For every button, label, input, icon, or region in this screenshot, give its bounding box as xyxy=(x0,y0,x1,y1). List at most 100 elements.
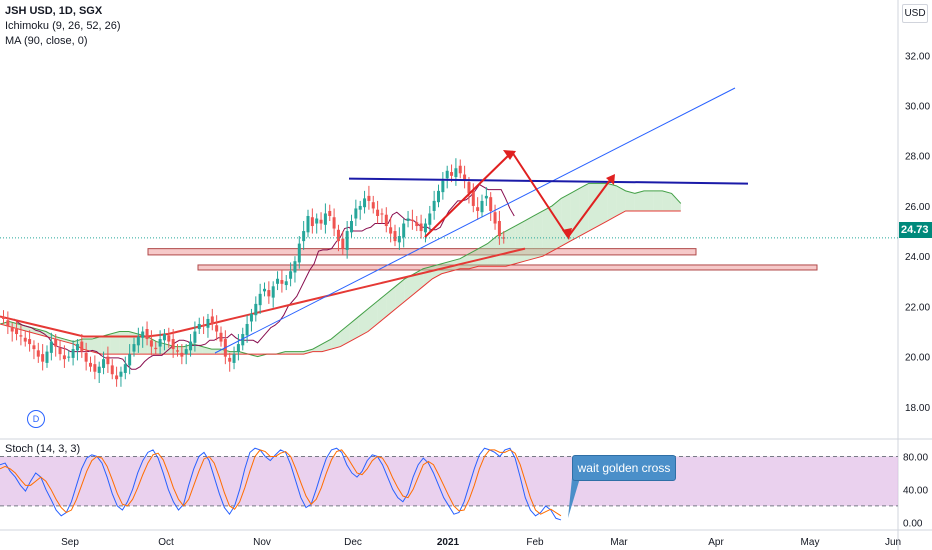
candle-body xyxy=(184,349,188,355)
candle-body xyxy=(380,213,384,215)
candle-body xyxy=(341,238,345,249)
ichimoku-cloud-segment xyxy=(644,190,654,211)
stoch-legend[interactable]: Stoch (14, 3, 3) xyxy=(5,443,81,455)
candle-body xyxy=(219,332,223,342)
candle-body xyxy=(110,365,114,375)
ichimoku-cloud-segment xyxy=(331,331,341,350)
ichimoku-cloud-segment xyxy=(662,190,672,211)
candle-body xyxy=(284,281,288,286)
ichimoku-span-b xyxy=(0,210,681,355)
candle-body xyxy=(458,165,462,174)
candle-body xyxy=(193,331,197,343)
support-zone xyxy=(147,248,697,256)
stoch-tick-label: 0.00 xyxy=(903,518,923,529)
candle-body xyxy=(445,170,449,179)
ichimoku-cloud-segment xyxy=(110,331,120,355)
candle-body xyxy=(384,214,388,227)
candle-body xyxy=(432,200,436,211)
ma-legend[interactable]: MA (90, close, 0) xyxy=(5,35,88,47)
candle-body xyxy=(393,231,397,242)
support-zone xyxy=(197,264,818,271)
time-tick-label: Feb xyxy=(526,537,544,548)
ichimoku-cloud-segment xyxy=(533,210,543,259)
ichimoku-cloud-segment xyxy=(82,339,92,352)
ichimoku-cloud-segment xyxy=(303,349,313,355)
candle-body xyxy=(2,316,5,319)
ichimoku-cloud-segment xyxy=(671,193,681,211)
candle-body xyxy=(371,202,375,209)
candle-body xyxy=(463,174,467,181)
ichimoku-legend[interactable]: Ichimoku (9, 26, 52, 26) xyxy=(5,20,121,32)
candle-body xyxy=(15,329,19,335)
candle-body xyxy=(154,347,158,350)
candle-body xyxy=(471,190,475,206)
price-tick-label: 28.00 xyxy=(905,152,930,163)
candle-body xyxy=(149,340,153,347)
forecast-path xyxy=(424,150,614,239)
candle-body xyxy=(123,364,127,373)
candle-body xyxy=(263,288,266,292)
ichimoku-cloud-segment xyxy=(607,183,617,222)
candle-body xyxy=(323,213,327,225)
time-tick-label: Mar xyxy=(610,537,628,548)
candle-body xyxy=(245,323,249,336)
ichimoku-cloud-segment xyxy=(230,351,240,355)
ichimoku-cloud-segment xyxy=(625,190,635,211)
symbol-title[interactable]: JSH USD, 1D, SGX xyxy=(5,5,103,17)
candle-body xyxy=(162,334,166,341)
candle-body xyxy=(80,341,84,352)
candle-body xyxy=(49,341,53,353)
currency-button[interactable]: USD xyxy=(902,4,928,23)
candle-body xyxy=(32,345,36,350)
candle-body xyxy=(54,339,58,347)
ichimoku-cloud-segment xyxy=(487,236,497,267)
candle-body xyxy=(502,237,506,239)
candle-body xyxy=(89,362,92,367)
ichimoku-cloud-segment xyxy=(340,323,350,347)
price-tick-label: 20.00 xyxy=(905,353,930,364)
candle-body xyxy=(454,168,458,178)
candle-body xyxy=(297,243,301,263)
price-tick-label: 26.00 xyxy=(905,202,930,213)
candle-body xyxy=(423,223,427,233)
price-tick-label: 32.00 xyxy=(905,51,930,62)
ichimoku-cloud-segment xyxy=(119,331,129,355)
ichimoku-cloud-segment xyxy=(478,243,488,267)
candle-body xyxy=(132,344,136,352)
ichimoku-cloud-segment xyxy=(496,231,506,267)
candle-body xyxy=(276,278,280,284)
ichimoku-cloud-segment xyxy=(395,278,405,309)
ichimoku-cloud-segment xyxy=(542,205,552,257)
candle-body xyxy=(180,352,184,357)
ichimoku-cloud-segment xyxy=(55,336,65,342)
candle-body xyxy=(467,182,471,194)
ichimoku-cloud-segment xyxy=(404,273,414,302)
dividend-event-badge[interactable]: D xyxy=(27,410,45,428)
candle-body xyxy=(36,350,40,357)
callout-pointer xyxy=(568,478,580,518)
candle-body xyxy=(145,329,149,340)
candle-body xyxy=(350,221,353,233)
annotation-callout[interactable]: wait golden cross xyxy=(572,455,676,481)
ichimoku-cloud-segment xyxy=(27,326,37,335)
candle-body xyxy=(106,356,110,365)
ichimoku-cloud-segment xyxy=(469,248,479,269)
candle-body xyxy=(415,222,419,227)
stoch-d-line xyxy=(0,449,562,517)
candle-body xyxy=(241,334,245,346)
candle-body xyxy=(437,190,440,203)
candle-body xyxy=(476,207,480,211)
candle-body xyxy=(249,313,253,322)
candle-body xyxy=(289,271,293,279)
last-price-tag: 24.73 xyxy=(899,222,932,238)
candle-body xyxy=(115,375,119,380)
ichimoku-cloud-segment xyxy=(294,351,304,355)
stoch-tick-label: 80.00 xyxy=(903,452,928,463)
ichimoku-cloud-segment xyxy=(92,336,102,355)
candle-body xyxy=(176,350,179,352)
candle-body xyxy=(202,325,206,327)
ichimoku-cloud-segment xyxy=(616,185,626,216)
candle-body xyxy=(480,200,484,213)
candle-body xyxy=(363,198,367,208)
